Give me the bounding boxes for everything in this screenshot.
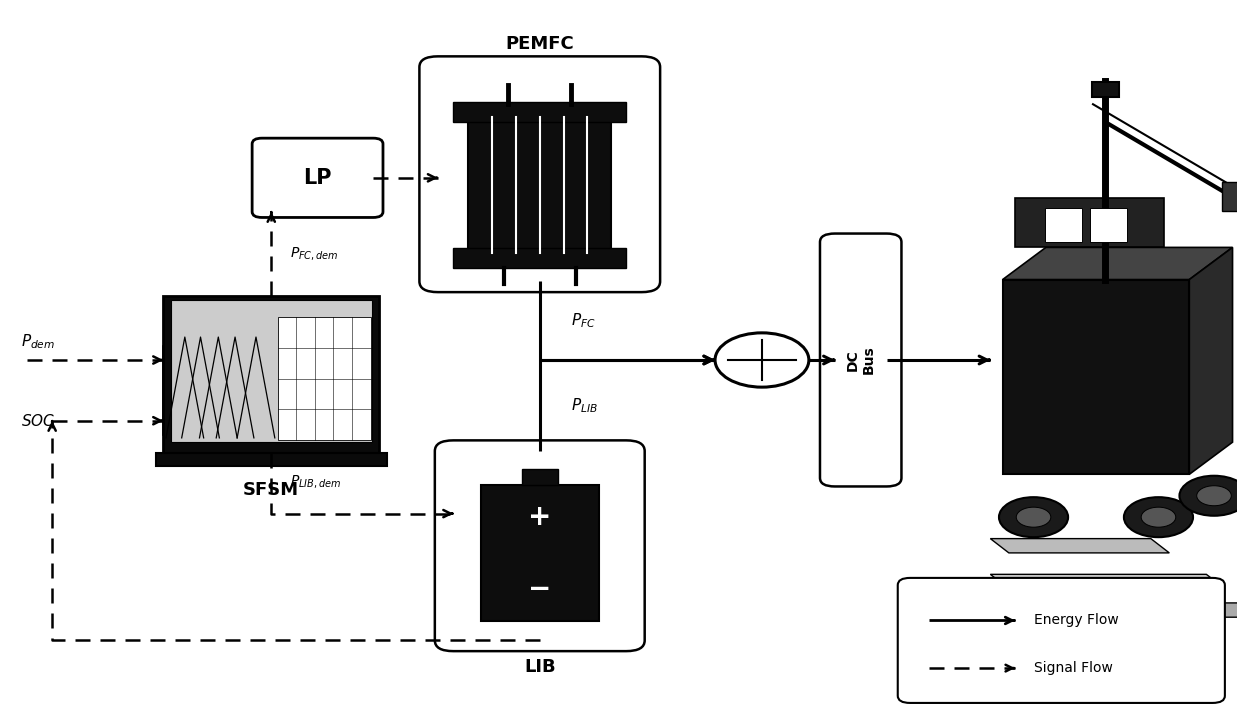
Bar — [454, 248, 626, 268]
Circle shape — [1123, 498, 1193, 537]
FancyBboxPatch shape — [419, 56, 660, 292]
Bar — [481, 485, 599, 621]
Bar — [1045, 207, 1083, 243]
Text: $P_{LIB,dem}$: $P_{LIB,dem}$ — [290, 473, 341, 490]
Bar — [1091, 81, 1118, 97]
Bar — [454, 102, 626, 122]
Circle shape — [1179, 476, 1240, 516]
Text: $SOC$: $SOC$ — [21, 413, 56, 428]
Text: $P_{FC,dem}$: $P_{FC,dem}$ — [290, 246, 339, 262]
Bar — [469, 114, 611, 256]
Bar — [278, 318, 371, 440]
FancyBboxPatch shape — [252, 138, 383, 217]
Text: +: + — [528, 503, 552, 531]
Circle shape — [1197, 486, 1231, 505]
Text: Energy Flow: Energy Flow — [1033, 613, 1118, 628]
Bar — [1223, 182, 1240, 211]
Circle shape — [1141, 507, 1176, 527]
Polygon shape — [1003, 248, 1233, 279]
Text: $P_{FC}$: $P_{FC}$ — [570, 311, 595, 330]
Bar — [164, 296, 379, 453]
Text: DC
Bus: DC Bus — [846, 346, 875, 374]
Polygon shape — [991, 575, 1225, 589]
FancyBboxPatch shape — [435, 441, 645, 651]
Bar — [522, 469, 558, 485]
Text: LIB: LIB — [525, 658, 556, 676]
Text: $P_{LIB}$: $P_{LIB}$ — [570, 396, 598, 415]
Circle shape — [1017, 507, 1050, 527]
Bar — [171, 300, 372, 442]
Polygon shape — [1189, 248, 1233, 474]
Text: $P_{dem}$: $P_{dem}$ — [21, 333, 56, 351]
Bar — [1016, 198, 1164, 248]
Bar — [156, 453, 387, 466]
Bar — [1003, 279, 1189, 474]
Text: LP: LP — [304, 168, 332, 188]
Polygon shape — [991, 603, 1240, 617]
FancyBboxPatch shape — [898, 578, 1225, 703]
Text: SFSM: SFSM — [243, 482, 299, 500]
Polygon shape — [991, 539, 1169, 553]
Text: PEMFC: PEMFC — [506, 35, 574, 53]
Bar — [1090, 207, 1127, 243]
Text: Signal Flow: Signal Flow — [1033, 661, 1112, 675]
Text: −: − — [528, 575, 552, 603]
FancyBboxPatch shape — [820, 233, 901, 487]
Circle shape — [999, 498, 1068, 537]
Circle shape — [715, 333, 808, 387]
